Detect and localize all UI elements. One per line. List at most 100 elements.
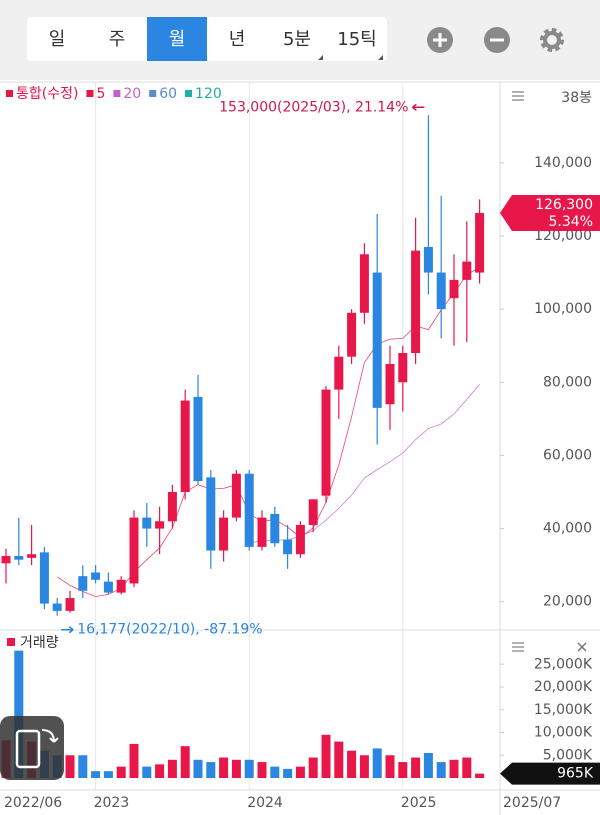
tab[interactable]: 년 (229, 29, 246, 50)
candle-body (308, 499, 318, 525)
candle-body (475, 212, 485, 273)
tab[interactable]: 5분 (283, 29, 311, 50)
zoom-out[interactable] (484, 27, 510, 53)
max-arrow (411, 103, 425, 111)
candle-body (385, 364, 395, 405)
candle-body (142, 517, 152, 529)
x-tick-label: 2025 (401, 795, 437, 811)
candle-body (180, 400, 190, 493)
tab[interactable]: 월 (169, 29, 186, 50)
candle-body (295, 524, 305, 555)
candle-body (155, 521, 165, 529)
candle-body (65, 598, 75, 611)
candle-body (257, 517, 267, 547)
ma-line (249, 383, 480, 544)
volume-bar (308, 757, 318, 778)
volume-bar (155, 764, 165, 778)
candle-body (283, 539, 293, 555)
volume-bar (167, 759, 177, 778)
volume-bar (372, 748, 382, 778)
max-annotation: 153,000(2025/03), 21.14% (219, 99, 408, 115)
volume-bar (103, 771, 113, 778)
candle-body (270, 513, 280, 544)
candle-body (347, 312, 357, 357)
rotate-bg (0, 716, 64, 780)
candle-body (334, 356, 344, 390)
volume-bar (91, 771, 101, 778)
rotate-phone (15, 729, 41, 769)
volume-bar (193, 759, 203, 778)
volume-title: 거래량 (20, 635, 59, 651)
volume-tag (500, 762, 600, 785)
candle-body (359, 254, 369, 313)
candle-body (206, 477, 216, 551)
y-tick-label: 25,000K (534, 656, 593, 672)
legend-label: 60 (159, 86, 177, 102)
candle-body (423, 246, 433, 273)
volume-bar (129, 743, 139, 778)
y-tick-label: 10,000K (534, 725, 593, 741)
volume-bar (206, 762, 216, 778)
y-tick-label: 40,000 (543, 521, 592, 537)
candle-body (78, 576, 88, 591)
tab-dropdown-mark (378, 55, 383, 60)
y-tick-label: 120,000 (534, 228, 592, 244)
volume-bar (295, 766, 305, 778)
candle-body (219, 517, 229, 551)
volume-bar (385, 755, 395, 778)
legend-marker (86, 90, 94, 97)
volume-bar (270, 766, 280, 778)
volume-bar (359, 755, 369, 778)
y-tick-label: 100,000 (534, 301, 592, 317)
candle-body (449, 279, 459, 299)
rotate-arrow (41, 729, 59, 743)
volume-tag-value: 965K (557, 766, 594, 782)
x-tick-label: 2024 (247, 795, 283, 811)
candle-body (52, 603, 62, 611)
volume-bar (244, 759, 254, 778)
legend-label: 통합(수정) (16, 86, 78, 102)
y-tick-label: 20,000 (543, 594, 592, 610)
settings[interactable] (540, 28, 564, 52)
y-tick-label: 20,000K (534, 679, 593, 695)
y-tick-label: 80,000 (543, 374, 592, 390)
tab[interactable]: 주 (109, 29, 126, 50)
tab[interactable]: 일 (49, 29, 66, 50)
ma-line (56, 266, 480, 598)
tab-dropdown-mark (318, 55, 323, 60)
min-arrow (61, 626, 74, 634)
volume-bar (180, 746, 190, 778)
volume-bar (219, 757, 229, 778)
volume-bar (423, 752, 433, 778)
x-tick-label: 2023 (94, 795, 130, 811)
candle-body (129, 517, 139, 584)
y-tick-label: 5,000K (543, 747, 593, 763)
y-tick-label: 140,000 (534, 155, 592, 171)
candle-body (91, 572, 101, 580)
legend-marker (113, 90, 121, 97)
legend-label: 20 (123, 86, 141, 102)
legend-marker (149, 90, 157, 97)
volume-bar (449, 759, 459, 778)
close-icon[interactable] (577, 642, 587, 652)
menu-icon[interactable] (512, 642, 524, 652)
y-tick-label: 60,000 (543, 447, 592, 463)
volume-bar (283, 768, 293, 778)
price-tag-change: 5.34% (549, 214, 593, 230)
tab[interactable]: 15틱 (337, 29, 376, 50)
zoom-in[interactable] (427, 27, 453, 53)
count-label: 38봉 (561, 90, 592, 106)
candle-body (14, 556, 24, 560)
candle-body (103, 581, 113, 593)
rotate-button[interactable] (0, 716, 64, 780)
volume-bar (462, 757, 472, 778)
candle-body (398, 353, 408, 383)
legend-label: 120 (195, 86, 222, 102)
volume-bar (475, 773, 485, 778)
candle-body (321, 389, 331, 496)
menu-icon[interactable] (512, 91, 524, 101)
x-tick-label: 2022/06 (4, 795, 62, 811)
volume-bar (14, 650, 24, 778)
candle-body (231, 473, 241, 518)
